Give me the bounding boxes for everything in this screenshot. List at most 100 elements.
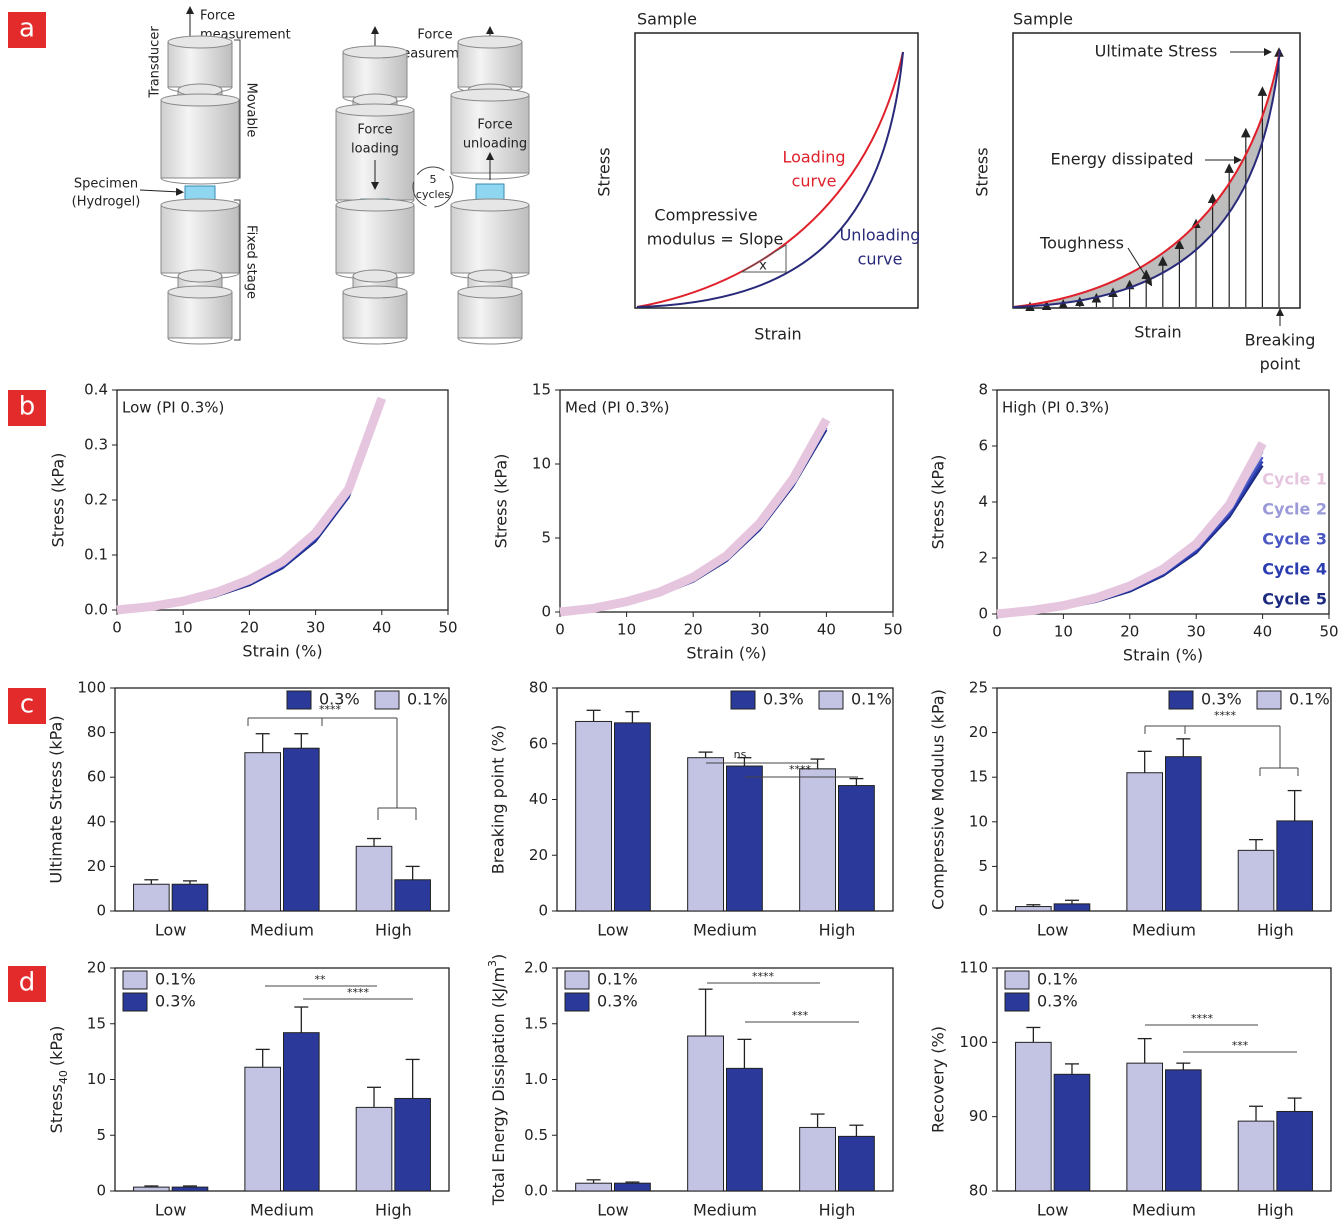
- y-tick-label: 0.4: [84, 381, 108, 399]
- collar-top: [457, 35, 523, 49]
- legend-label: Cycle 2: [1262, 500, 1327, 519]
- bar: [133, 883, 170, 912]
- bar: [1053, 1073, 1091, 1192]
- legend-label: Cycle 4: [1262, 560, 1327, 579]
- x-axis-title: Strain (%): [242, 642, 322, 661]
- force-label: Force: [417, 28, 452, 43]
- x-tick-label: Low: [155, 1201, 187, 1219]
- significance-label: ns: [734, 748, 747, 761]
- error-bar: [625, 1181, 640, 1184]
- slope-triangle: [740, 244, 787, 273]
- bar: [394, 1097, 431, 1192]
- unloading-text: Force: [477, 118, 512, 133]
- error-bar: [810, 758, 825, 769]
- bar: [1015, 1041, 1052, 1192]
- bar: [171, 1186, 209, 1192]
- y-axis-title: Breaking point (%): [489, 725, 508, 875]
- modulus-label: modulus = Slope: [647, 230, 784, 249]
- error-bar: [405, 865, 420, 880]
- error-bar: [1026, 904, 1041, 907]
- loading-curve: [636, 51, 904, 308]
- unloading-curve: [1012, 49, 1281, 308]
- significance-label: ****: [752, 970, 775, 983]
- pointer: [1127, 247, 1153, 287]
- panel-label: a: [19, 14, 35, 44]
- y-tick-label: 0.0: [84, 601, 108, 619]
- x-tick-label: Medium: [693, 921, 757, 940]
- x-tick-label: High: [819, 1201, 856, 1219]
- y-tick-label: 90: [969, 1107, 988, 1125]
- y-tick-label: 2.0: [524, 959, 548, 977]
- significance-label: ****: [1191, 1012, 1214, 1025]
- error-bar: [1249, 1105, 1264, 1122]
- y-axis-title: Stress (kPa): [492, 454, 511, 549]
- loading-curve: [1012, 49, 1281, 308]
- bar: [1126, 1062, 1163, 1192]
- cycle-line: [996, 441, 1267, 619]
- plot-frame: [559, 389, 894, 613]
- ultimate-label: Ultimate Stress: [1095, 42, 1218, 61]
- y-tick-label: 80: [87, 723, 106, 741]
- transducer-label: Transducer: [148, 26, 163, 99]
- error-bar: [144, 879, 159, 885]
- bar: [687, 1035, 724, 1192]
- legend-swatch: [564, 992, 590, 1012]
- diagram-a: Sample Stress Strain Loading curve Unloa…: [72, 6, 1315, 374]
- legend-swatch: [1004, 970, 1030, 990]
- loading-label: curve: [792, 172, 837, 191]
- y-axis-title: Compressive Modulus (kPa): [929, 689, 948, 910]
- y-tick-label: 60: [529, 734, 548, 752]
- bar: [1015, 906, 1052, 912]
- bar: [1165, 756, 1202, 912]
- x-label: Strain: [1134, 323, 1181, 342]
- legend-swatch: [122, 970, 148, 990]
- bar: [283, 747, 320, 912]
- bar: [1237, 849, 1275, 912]
- significance-label: ****: [789, 763, 812, 776]
- collar: [167, 41, 233, 88]
- y-tick-label: 20: [969, 723, 988, 741]
- error-bar: [1137, 1037, 1152, 1064]
- chart-title: Low (PI 0.3%): [122, 399, 224, 417]
- y-tick-label: 20: [87, 959, 106, 977]
- legend-swatch: [374, 690, 400, 710]
- x-tick-label: 30: [1187, 623, 1206, 641]
- x-tick-label: High: [1257, 1201, 1294, 1219]
- legend-label: 0.3%: [1201, 690, 1242, 709]
- legend-label: 0.1%: [851, 690, 892, 709]
- cycle-line: [559, 422, 828, 614]
- movable-label: Movable: [244, 83, 259, 138]
- error-bar: [737, 757, 752, 767]
- x-tick-label: Medium: [250, 921, 314, 940]
- unloading-text: unloading: [463, 137, 527, 152]
- x-axis-title: Strain (%): [1123, 646, 1203, 665]
- x-tick-label: 0: [555, 621, 565, 639]
- legend-label: 0.1%: [407, 690, 448, 709]
- cycle-line: [559, 424, 828, 614]
- y-tick-label: 60: [87, 768, 106, 786]
- x-tick-label: High: [819, 921, 856, 940]
- legend-swatch: [286, 690, 312, 710]
- bar: [575, 1182, 612, 1192]
- lower-block-top: [160, 198, 240, 212]
- collar: [342, 51, 408, 98]
- x-tick-label: 0: [112, 619, 122, 637]
- x-tick-label: 50: [1319, 623, 1338, 641]
- panel-label: d: [19, 968, 36, 998]
- x-tick-label: 40: [1253, 623, 1272, 641]
- specimen-label: Specimen: [74, 177, 138, 192]
- instrument-drawings: [160, 35, 530, 345]
- modulus-label: Compressive: [654, 206, 757, 225]
- legend-label: 0.3%: [155, 992, 196, 1011]
- bar: [838, 785, 875, 912]
- significance-label: ****: [347, 986, 370, 999]
- y-tick-label: 5: [541, 529, 551, 547]
- base-top: [342, 285, 408, 299]
- bar: [1237, 1120, 1275, 1192]
- x-tick-label: Medium: [693, 1201, 757, 1219]
- error-bar: [810, 1113, 825, 1128]
- y-tick-label: 15: [969, 768, 988, 786]
- chart-title: Med (PI 0.3%): [565, 399, 670, 417]
- y-axis-title: Recovery (%): [929, 1026, 948, 1133]
